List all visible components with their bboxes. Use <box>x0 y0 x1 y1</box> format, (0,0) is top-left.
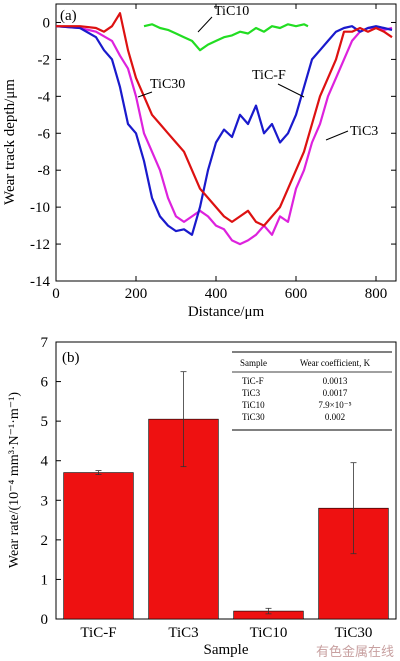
panel-a-ytick-label: 0 <box>43 15 51 31</box>
annotation-tic3: TiC3 <box>350 124 378 139</box>
panel-b-ytick-label: 1 <box>41 572 49 588</box>
table-cell-coefficient: 0.002 <box>325 412 345 422</box>
table-cell-sample: TiC10 <box>242 400 265 410</box>
panel-b-ytick-label: 4 <box>41 454 49 470</box>
table-cell-sample: TiC-F <box>242 376 264 386</box>
panel-b-xlabel: Sample <box>204 642 249 658</box>
panel-b-bars <box>63 371 389 620</box>
panel-a-ytick-label: -8 <box>38 163 51 179</box>
table-cell-sample: TiC30 <box>242 412 265 422</box>
table-rows: TiC-F 0.0013 TiC3 0.0017 TiC10 7.9×10⁻⁵ TiC30 0… <box>242 376 352 422</box>
series-line-tic-f <box>55 25 393 236</box>
panel-a-ytick-label: -14 <box>30 274 50 290</box>
table-cell-coefficient: 7.9×10⁻⁵ <box>318 400 351 410</box>
watermark-text: 有色金属在线 <box>316 644 394 660</box>
panel-b-ytick-label: 2 <box>41 533 49 549</box>
panel-b-ticks: 0 1 2 3 4 5 6 7 TiC-F TiC3 TiC10 TiC30 <box>41 335 373 641</box>
panel-a-series <box>55 12 393 246</box>
panel-a-xtick-label: 200 <box>125 286 148 302</box>
panel-a-ytick-label: -2 <box>38 52 51 68</box>
annotation-tic10: TiC10 <box>214 4 249 19</box>
annotation-tic-f: TiC-F <box>252 68 286 83</box>
annotation-tic30-leader <box>137 91 153 98</box>
panel-a-frame <box>55 3 397 282</box>
category-label-tic-f: TiC-F <box>80 625 116 641</box>
table-cell-coefficient: 0.0017 <box>323 388 348 398</box>
annotation-tic10-leader <box>197 16 213 33</box>
category-label-tic3: TiC3 <box>168 625 198 641</box>
wear-coefficient-table: Sample Wear coefficient, K TiC-F 0.0013Ti… <box>232 351 392 431</box>
panel-b-ytick-label: 7 <box>41 335 49 351</box>
panel-b-ylabel: Wear rate/(10⁻⁴ mm³·N⁻¹·m⁻¹) <box>7 392 22 568</box>
table-header-coefficient: Wear coefficient, K <box>300 358 371 368</box>
series-line-tic3 <box>55 25 393 246</box>
series-line-tic30 <box>56 12 393 227</box>
panel-a-ticks: 0 200 400 600 800 0 -2 -4 -6 -8 -10 -12 -14 <box>30 4 396 302</box>
panel-a-ylabel: Wear track depth/μm <box>2 79 18 205</box>
table-header-sample: Sample <box>240 358 267 368</box>
panel-a-xtick-label: 400 <box>205 286 228 302</box>
panel-a-ytick-label: -6 <box>38 126 51 142</box>
panel-b-ytick-label: 6 <box>41 375 49 391</box>
bar-tic-f <box>63 472 134 620</box>
panel-a-xtick-label: 800 <box>365 286 388 302</box>
panel-b-ytick-label: 5 <box>41 414 49 430</box>
annotation-tic-f-leader <box>277 83 305 98</box>
series-line-tic10 <box>143 23 309 52</box>
panel-a-xtick-label: 600 <box>285 286 308 302</box>
panel-b-ytick-label: 3 <box>41 493 49 509</box>
panel-b-label: (b) <box>62 350 80 366</box>
annotation-tic30: TiC30 <box>150 77 185 92</box>
panel-b-ytick-label: 0 <box>41 612 49 628</box>
panel-a-ytick-label: -4 <box>38 89 51 105</box>
panel-a-ytick-label: -10 <box>30 200 50 216</box>
category-label-tic30: TiC30 <box>335 625 373 641</box>
panel-b-frame <box>55 341 397 620</box>
panel-a-xlabel: Distance/μm <box>188 304 265 320</box>
annotation-tic3-leader <box>325 130 349 141</box>
panel-a-ytick-label: -12 <box>30 237 50 253</box>
table-cell-sample: TiC3 <box>242 388 261 398</box>
panel-a-label: (a) <box>60 8 77 24</box>
panel-a: (a) 0 200 400 600 800 0 -2 -4 -6 -8 -10 -12 -14 TiC1… <box>2 3 397 320</box>
table-cell-coefficient: 0.0013 <box>323 376 348 386</box>
category-label-tic10: TiC10 <box>250 625 288 641</box>
panel-a-xtick-label: 0 <box>52 286 60 302</box>
panel-b: (b) 0 1 2 3 4 5 6 7 TiC-F TiC3 TiC10 TiC30 Sample W… <box>7 335 397 658</box>
